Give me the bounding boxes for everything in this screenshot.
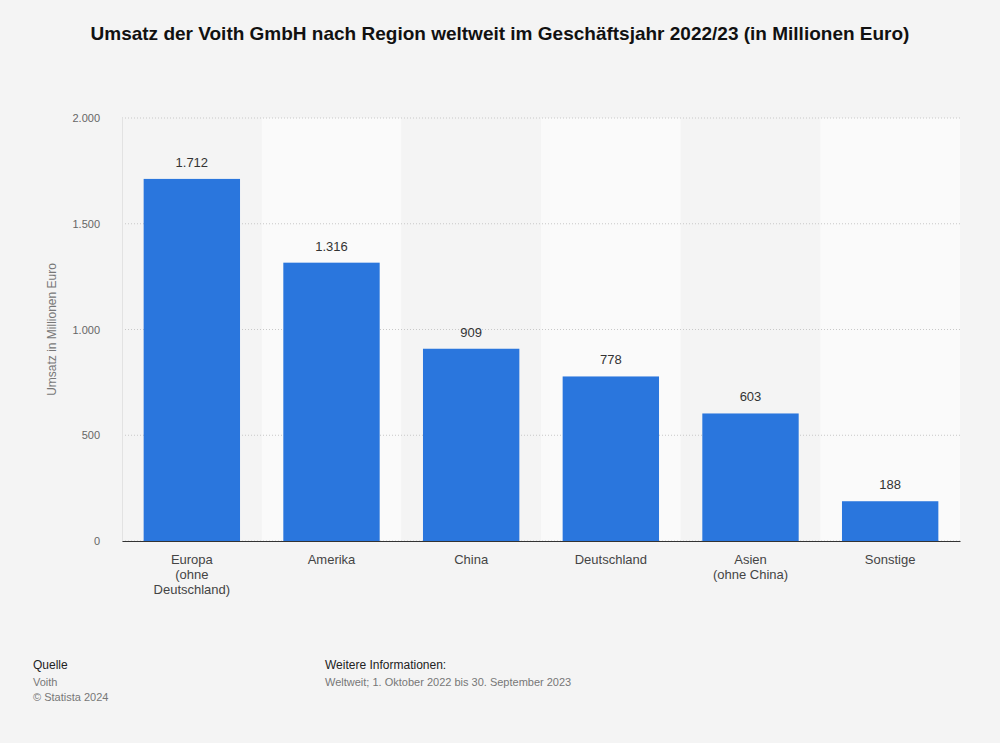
data-label: 603 <box>740 389 762 404</box>
source-label: Quelle <box>33 658 68 672</box>
title-line: Umsatz der Voith GmbH nach Region weltwe… <box>91 23 910 44</box>
grid-line <box>122 541 960 542</box>
data-label: 909 <box>460 325 482 340</box>
x-tick-label-line: Europa <box>171 552 214 567</box>
bar <box>702 413 798 541</box>
y-tick: 2.000 <box>72 112 122 124</box>
x-tick-label-line: (ohne China) <box>713 567 788 582</box>
data-label: 188 <box>879 477 901 492</box>
x-tick-label: Amerika <box>308 552 356 567</box>
x-tick: Europa(ohneDeutschland) <box>154 541 231 597</box>
y-tick: 1.500 <box>72 218 122 230</box>
x-axis: Europa(ohneDeutschland) Amerika China Deuts… <box>123 541 961 597</box>
x-tick-label-line: Deutschland <box>575 552 647 567</box>
grid <box>122 118 960 541</box>
bars <box>144 179 939 541</box>
background <box>0 0 1000 743</box>
source: Voith <box>33 676 57 688</box>
x-axis-line <box>123 541 961 542</box>
y-tick-label: 1.000 <box>72 324 100 336</box>
grid-line <box>122 329 960 330</box>
y-tick: 1.000 <box>72 324 122 336</box>
x-tick-label-line: China <box>454 552 489 567</box>
y-tick-label: 0 <box>94 535 100 547</box>
y-tick-label: 2.000 <box>72 112 100 124</box>
info-label: Weitere Informationen: <box>325 658 446 672</box>
bar <box>842 501 938 541</box>
y-tick: 500 <box>82 429 122 441</box>
data-labels: 1.712 1.316 909 778 603 188 <box>176 155 901 492</box>
x-tick-label-line: Sonstige <box>865 552 916 567</box>
data-label: 778 <box>600 352 622 367</box>
copyright: © Statista 2024 <box>33 691 108 703</box>
y-tick-label: 500 <box>82 429 100 441</box>
data-label: 1.316 <box>315 239 348 254</box>
column-bands <box>262 118 960 541</box>
grid-line <box>122 435 960 436</box>
x-tick-label-line: Deutschland) <box>154 582 231 597</box>
bar <box>423 349 519 541</box>
y-axis-title: Umsatz in Millionen Euro <box>45 263 59 396</box>
title: Umsatz der Voith GmbH nach Region weltwe… <box>91 23 910 44</box>
bar <box>563 376 659 541</box>
bar <box>283 263 379 541</box>
chart: Umsatz der Voith GmbH nach Region weltwe… <box>0 0 1000 743</box>
x-tick: Sonstige <box>865 541 916 567</box>
x-tick-label-line: (ohne <box>175 567 208 582</box>
x-tick-label: Sonstige <box>865 552 916 567</box>
x-tick-label: Asien(ohne China) <box>713 552 788 582</box>
grid-line <box>122 118 960 119</box>
x-tick: Deutschland <box>575 541 647 567</box>
x-tick-label: Deutschland <box>575 552 647 567</box>
y-axis: 0 500 1.000 1.500 2.000 <box>72 112 122 547</box>
x-tick: China <box>454 541 489 567</box>
y-tick: 0 <box>94 535 122 547</box>
y-axis-line <box>122 119 123 542</box>
bar <box>144 179 240 541</box>
x-tick: Asien(ohne China) <box>713 541 788 582</box>
x-tick-label-line: Asien <box>734 552 767 567</box>
grid-line <box>122 223 960 224</box>
data-label: 1.712 <box>176 155 209 170</box>
x-tick-label: China <box>454 552 489 567</box>
footer: Quelle Voith © Statista 2024 Weitere Inform… <box>33 658 571 703</box>
x-tick-label: Europa(ohneDeutschland) <box>154 552 231 597</box>
x-tick-label-line: Amerika <box>308 552 356 567</box>
y-tick-label: 1.500 <box>72 218 100 230</box>
info: Weltweit; 1. Oktober 2022 bis 30. Septem… <box>325 676 571 688</box>
x-tick: Amerika <box>308 541 356 567</box>
